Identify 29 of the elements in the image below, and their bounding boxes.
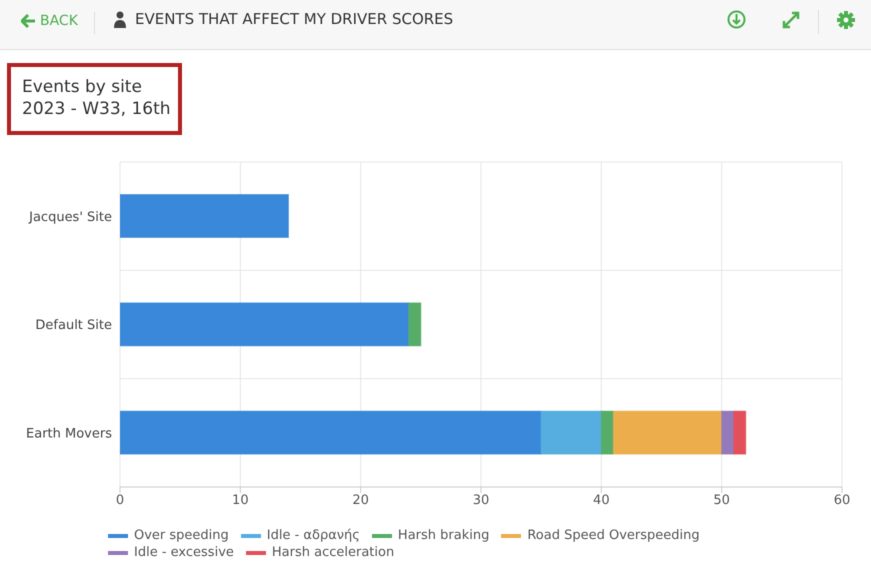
legend-label: Harsh braking [396, 528, 490, 543]
chart-subtitle: 2023 - W33, 16th [22, 98, 171, 120]
x-tick-label: 40 [593, 493, 610, 508]
y-tick-label: Jacques' Site [28, 210, 112, 225]
bar [120, 410, 542, 455]
bar [733, 410, 746, 455]
y-tick-label: Earth Movers [26, 426, 112, 442]
bar [612, 410, 722, 455]
bar [120, 302, 410, 346]
bar [721, 410, 734, 455]
chart-title: Events by site [22, 76, 143, 98]
legend-label: Harsh acceleration [270, 545, 394, 560]
x-tick-label: 60 [834, 493, 850, 508]
x-tick-label: 10 [232, 493, 249, 508]
legend-label: Over speeding [133, 528, 229, 543]
x-tick-label: 30 [472, 493, 490, 508]
y-tick-label: Default Site [35, 318, 112, 334]
bar [408, 302, 422, 346]
legend-label: Idle - excessive [133, 545, 234, 560]
text: BACK [40, 13, 78, 29]
text: EVENTS THAT AFFECT MY DRIVER SCORES [135, 10, 454, 28]
x-tick-label: 0 [116, 493, 124, 508]
bar [540, 410, 602, 455]
bar [120, 194, 289, 238]
x-tick-label: 50 [713, 493, 730, 508]
legend-label: Idle - αδρανής [266, 528, 360, 543]
x-tick-label: 20 [352, 493, 369, 508]
bar [600, 410, 614, 455]
legend-label: Road Speed Overspeeding [526, 528, 700, 543]
